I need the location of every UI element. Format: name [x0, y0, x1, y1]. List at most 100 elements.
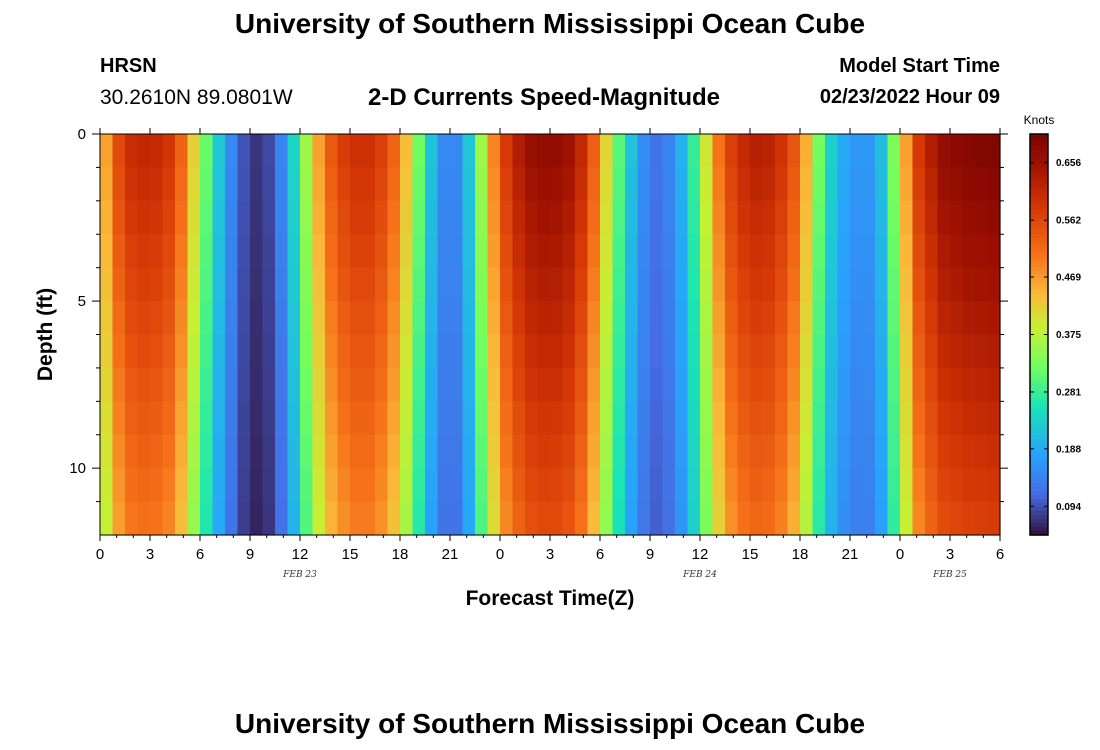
- colorbar-segment: [1030, 234, 1048, 239]
- heatmap-cell: [362, 167, 376, 202]
- heatmap-cell: [462, 200, 476, 235]
- colorbar-segment: [1030, 206, 1048, 211]
- heatmap-cell: [712, 468, 726, 503]
- heatmap-cell: [900, 301, 914, 336]
- heatmap-cell: [812, 334, 826, 369]
- heatmap-cell: [487, 501, 501, 536]
- date-label: FEB 25: [932, 570, 967, 580]
- heatmap-cell: [750, 234, 764, 269]
- heatmap-cell: [100, 234, 114, 269]
- heatmap-cell: [850, 401, 864, 436]
- heatmap-cell: [300, 334, 314, 369]
- colorbar-segment: [1030, 298, 1048, 304]
- heatmap-cell: [950, 134, 964, 169]
- heatmap-cell: [262, 267, 276, 302]
- heatmap-cell: [825, 267, 839, 302]
- heatmap-cell: [525, 334, 539, 369]
- heatmap-cell: [987, 501, 1001, 536]
- heatmap-cell: [387, 468, 401, 503]
- colorbar-segment: [1030, 326, 1048, 332]
- heatmap-cell: [587, 367, 601, 402]
- heatmap-cell: [475, 401, 489, 436]
- heatmap-cell: [300, 434, 314, 469]
- heatmap-cell: [787, 434, 801, 469]
- station-name: HRSN: [100, 55, 157, 77]
- heatmap-cell: [125, 301, 139, 336]
- heatmap-cell: [750, 134, 764, 169]
- heatmap-cell: [625, 234, 639, 269]
- colorbar-segment: [1030, 142, 1048, 147]
- heatmap-cell: [150, 167, 164, 202]
- heatmap-cell: [950, 468, 964, 503]
- heatmap-cell: [500, 401, 514, 436]
- heatmap-cell: [100, 434, 114, 469]
- heatmap-cell: [987, 167, 1001, 202]
- heatmap-cell: [875, 301, 889, 336]
- heatmap-cell: [625, 468, 639, 503]
- heatmap-cell: [337, 468, 351, 503]
- heatmap-cell: [887, 401, 901, 436]
- x-tick-label: 21: [442, 546, 459, 563]
- heatmap-cell: [575, 501, 589, 536]
- heatmap-cell: [725, 134, 739, 169]
- heatmap-cell: [737, 134, 751, 169]
- heatmap-cell: [537, 367, 551, 402]
- heatmap-cell: [237, 501, 251, 536]
- heatmap-cell: [512, 301, 526, 336]
- heatmap-cell: [350, 501, 364, 536]
- heatmap-cell: [837, 301, 851, 336]
- y-tick-label: 0: [78, 126, 86, 143]
- colorbar-segment: [1030, 266, 1048, 271]
- heatmap-cell: [312, 468, 326, 503]
- colorbar-segment: [1030, 418, 1048, 424]
- heatmap-cell: [237, 167, 251, 202]
- heatmap-cell: [325, 367, 339, 402]
- heatmap-cell: [512, 401, 526, 436]
- heatmap-cell: [700, 134, 714, 169]
- heatmap-cell: [187, 434, 201, 469]
- heatmap-cell: [725, 301, 739, 336]
- heatmap-cell: [375, 167, 389, 202]
- heatmap-cell: [600, 367, 614, 402]
- heatmap-cell: [200, 267, 214, 302]
- colorbar-segment: [1030, 194, 1048, 199]
- heatmap-cell: [300, 468, 314, 503]
- heatmap-cell: [600, 468, 614, 503]
- heatmap-cell: [425, 234, 439, 269]
- heatmap-cell: [850, 501, 864, 536]
- heatmap-cell: [337, 401, 351, 436]
- heatmap-cell: [762, 234, 776, 269]
- heatmap-cell: [312, 401, 326, 436]
- colorbar-segment: [1030, 486, 1048, 492]
- heatmap-cell: [950, 334, 964, 369]
- colorbar-segment: [1030, 182, 1048, 187]
- heatmap-cell: [175, 301, 189, 336]
- heatmap-cell: [375, 434, 389, 469]
- colorbar-tick-label: 0.469: [1056, 273, 1081, 284]
- heatmap-cell: [712, 234, 726, 269]
- heatmap-cell: [950, 434, 964, 469]
- colorbar-segment: [1030, 438, 1048, 444]
- heatmap-cell: [412, 401, 426, 436]
- heatmap-cell: [687, 434, 701, 469]
- heatmap-cell: [987, 134, 1001, 169]
- heatmap-cell: [800, 501, 814, 536]
- heatmap-cell: [262, 134, 276, 169]
- heatmap-cell: [387, 200, 401, 235]
- x-tick-label: 6: [196, 546, 204, 563]
- heatmap-cell: [837, 267, 851, 302]
- heatmap-cell: [350, 468, 364, 503]
- heatmap-cell: [425, 468, 439, 503]
- heatmap-cell: [287, 167, 301, 202]
- heatmap-cell: [450, 234, 464, 269]
- heatmap-cell: [762, 334, 776, 369]
- heatmap-cell: [400, 234, 414, 269]
- heatmap-cell: [200, 401, 214, 436]
- heatmap-cell: [537, 267, 551, 302]
- heatmap-cell: [650, 200, 664, 235]
- heatmap-cell: [450, 334, 464, 369]
- heatmap-cell: [900, 134, 914, 169]
- colorbar-tick-label: 0.188: [1056, 444, 1081, 455]
- heatmap-cell: [612, 434, 626, 469]
- colorbar-segment: [1030, 270, 1048, 275]
